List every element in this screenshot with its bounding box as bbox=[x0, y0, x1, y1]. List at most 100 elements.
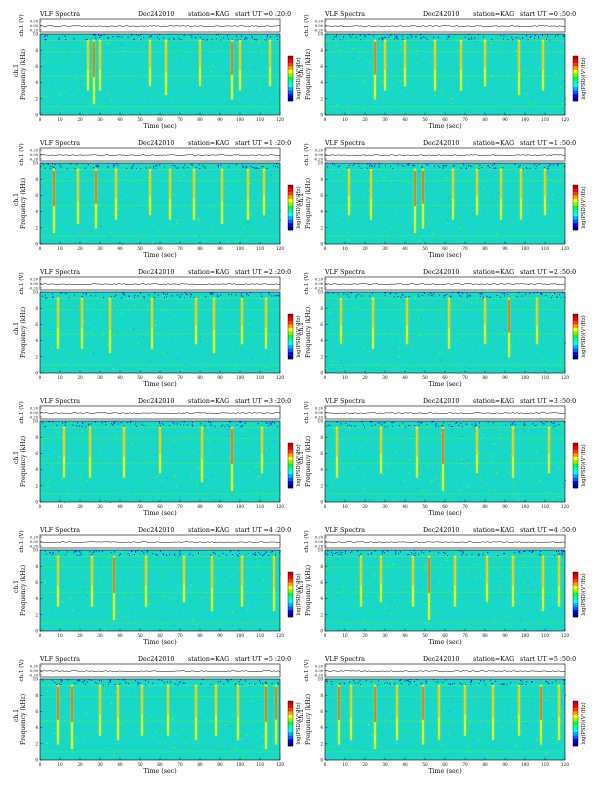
noise-speck bbox=[239, 237, 240, 238]
noise-speck bbox=[254, 492, 255, 493]
noise-speck bbox=[84, 608, 85, 609]
upper-band-speck bbox=[263, 166, 264, 167]
spectrogram-body bbox=[40, 292, 280, 373]
upper-band-speck bbox=[128, 37, 129, 38]
time-axis-label: Time (sec) bbox=[143, 639, 176, 646]
noise-speck bbox=[483, 188, 484, 189]
noise-speck bbox=[479, 443, 480, 444]
noise-speck bbox=[155, 478, 156, 479]
noise-speck bbox=[178, 447, 179, 448]
noise-speck bbox=[393, 441, 394, 442]
burst-core bbox=[423, 171, 424, 204]
noise-speck bbox=[265, 168, 266, 169]
noise-speck bbox=[55, 428, 56, 429]
upper-band-speck bbox=[260, 554, 261, 555]
noise-speck bbox=[141, 371, 142, 372]
noise-speck bbox=[362, 111, 363, 112]
upper-band-speck bbox=[334, 164, 335, 165]
panel-station: station=KAG bbox=[188, 269, 229, 276]
noise-speck bbox=[464, 682, 465, 683]
panel-start-time: start UT =2 :20:0 bbox=[235, 269, 291, 276]
upper-band-speck bbox=[332, 163, 333, 164]
noise-speck bbox=[375, 177, 376, 178]
noise-speck bbox=[152, 242, 153, 243]
noise-speck bbox=[369, 499, 370, 500]
upper-band-speck bbox=[143, 296, 144, 297]
noise-speck bbox=[465, 470, 466, 471]
burst-core bbox=[248, 171, 249, 199]
colorbar-segment bbox=[573, 321, 578, 325]
noise-speck bbox=[516, 701, 517, 702]
noise-speck bbox=[469, 475, 470, 476]
upper-band-speck bbox=[241, 293, 242, 294]
noise-speck bbox=[69, 97, 70, 98]
noise-speck bbox=[150, 759, 151, 760]
upper-band-speck bbox=[474, 426, 475, 427]
noise-speck bbox=[151, 295, 152, 296]
upper-band-speck bbox=[338, 554, 339, 555]
noise-speck bbox=[354, 349, 355, 350]
noise-speck bbox=[329, 228, 330, 229]
noise-speck bbox=[263, 596, 264, 597]
noise-speck bbox=[278, 209, 279, 210]
noise-speck bbox=[504, 331, 505, 332]
upper-band-speck bbox=[457, 292, 458, 293]
noise-speck bbox=[106, 364, 107, 365]
noise-speck bbox=[247, 337, 248, 338]
noise-speck bbox=[466, 183, 467, 184]
burst-core bbox=[519, 42, 520, 72]
noise-speck bbox=[174, 440, 175, 441]
noise-speck bbox=[111, 43, 112, 44]
upper-band-speck bbox=[88, 424, 89, 425]
noise-speck bbox=[103, 320, 104, 321]
noise-speck bbox=[130, 342, 131, 343]
upper-band-speck bbox=[547, 36, 548, 37]
noise-speck bbox=[245, 754, 246, 755]
upper-band-speck bbox=[216, 34, 217, 35]
noise-speck bbox=[429, 701, 430, 702]
noise-speck bbox=[148, 551, 149, 552]
noise-speck bbox=[438, 311, 439, 312]
noise-speck bbox=[520, 738, 521, 739]
upper-band-speck bbox=[362, 421, 363, 422]
noise-speck bbox=[200, 336, 201, 337]
noise-speck bbox=[98, 447, 99, 448]
noise-speck bbox=[122, 337, 123, 338]
upper-band-speck bbox=[328, 424, 329, 425]
burst-core bbox=[168, 687, 169, 715]
noise-speck bbox=[490, 351, 491, 352]
noise-speck bbox=[263, 580, 264, 581]
upper-band-speck bbox=[121, 422, 122, 423]
colorbar-segment bbox=[288, 596, 293, 600]
noise-speck bbox=[493, 758, 494, 759]
noise-speck bbox=[199, 699, 200, 700]
colorbar-segment bbox=[288, 73, 293, 77]
upper-band-speck bbox=[114, 296, 115, 297]
noise-speck bbox=[347, 239, 348, 240]
upper-band-speck bbox=[180, 297, 181, 298]
noise-speck bbox=[176, 223, 177, 224]
noise-speck bbox=[419, 586, 420, 587]
noise-speck bbox=[425, 188, 426, 189]
noise-speck bbox=[202, 491, 203, 492]
burst-core bbox=[477, 171, 478, 197]
noise-speck bbox=[344, 735, 345, 736]
panel-station: station=KAG bbox=[188, 527, 229, 534]
time-tick-label: 20 bbox=[77, 633, 83, 638]
upper-band-speck bbox=[231, 294, 232, 295]
noise-speck bbox=[493, 71, 494, 72]
noise-speck bbox=[424, 604, 425, 605]
time-tick-label: 0 bbox=[39, 504, 42, 509]
noise-speck bbox=[130, 576, 131, 577]
noise-speck bbox=[229, 628, 230, 629]
upper-band-speck bbox=[466, 424, 467, 425]
upper-band-speck bbox=[134, 554, 135, 555]
upper-band-speck bbox=[421, 38, 422, 39]
noise-speck bbox=[446, 191, 447, 192]
noise-speck bbox=[196, 47, 197, 48]
noise-speck bbox=[259, 89, 260, 90]
upper-band-speck bbox=[463, 165, 464, 166]
upper-band-speck bbox=[140, 683, 141, 684]
noise-speck bbox=[137, 497, 138, 498]
noise-speck bbox=[349, 604, 350, 605]
